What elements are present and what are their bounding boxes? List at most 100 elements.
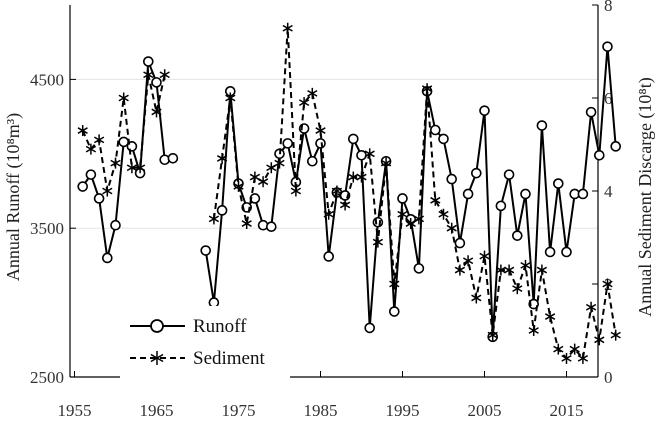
runoff-point <box>347 133 359 145</box>
sediment-point <box>257 176 269 188</box>
y-tick-label: 4500 <box>30 70 64 89</box>
runoff-point <box>520 188 531 200</box>
runoff-point <box>282 138 294 149</box>
runoff-point <box>306 155 318 167</box>
sediment-point <box>159 69 170 81</box>
sediment-point <box>430 194 441 206</box>
sediment-point <box>561 352 572 364</box>
sediment-point <box>512 283 523 295</box>
legend-runoff-label: Runoff <box>193 316 247 337</box>
runoff-point <box>93 193 105 204</box>
runoff-point <box>528 298 540 310</box>
sediment-point <box>553 343 564 355</box>
legend-runoff-marker <box>150 319 164 333</box>
runoff-point <box>208 297 220 308</box>
y2-tick-label: 6 <box>604 89 613 108</box>
sediment-point <box>520 259 531 271</box>
sediment-point <box>331 185 343 197</box>
y2-tick-label: 0 <box>604 368 613 387</box>
sediment-point <box>446 222 457 234</box>
sediment-point <box>249 171 261 183</box>
sediment-point <box>233 180 244 192</box>
sediment-point <box>495 264 507 276</box>
y-tick-label: 3500 <box>30 219 64 238</box>
sediment-point <box>462 255 474 267</box>
sediment-point <box>438 208 449 220</box>
sediment-point <box>307 87 318 99</box>
sediment-point <box>143 69 154 81</box>
sediment-point <box>323 208 334 220</box>
runoff-point <box>429 124 441 136</box>
runoff-point <box>446 173 458 185</box>
runoff-point <box>503 169 515 180</box>
runoff-point <box>536 120 548 131</box>
y-tick-label: 2500 <box>30 368 64 387</box>
legend-sediment-marker <box>150 351 164 365</box>
x-tick-label: 1955 <box>58 401 92 420</box>
x-tick-label: 1985 <box>304 401 338 420</box>
sediment-point <box>339 199 351 211</box>
sediment-point <box>151 106 162 118</box>
runoff-point <box>167 152 179 164</box>
sediment-point <box>380 157 392 169</box>
legend-box <box>120 306 290 380</box>
sediment-point <box>544 311 556 323</box>
runoff-point <box>315 138 326 149</box>
legend-sediment-star <box>150 351 164 365</box>
sediment-point <box>315 125 326 137</box>
sediment-point <box>134 162 146 174</box>
runoff-point <box>602 41 613 52</box>
sediment-point <box>290 185 302 197</box>
sediment-point <box>102 185 113 197</box>
sediment-point <box>77 125 88 137</box>
sediment-point <box>356 171 367 183</box>
runoff-point <box>151 77 162 88</box>
series-sediment <box>77 22 621 364</box>
runoff-point <box>470 167 482 179</box>
sediment-point <box>585 301 597 313</box>
sediment-point <box>241 218 252 230</box>
runoff-point <box>77 181 88 192</box>
runoff-point <box>495 200 507 212</box>
x-tick-label: 1965 <box>140 401 174 420</box>
sediment-point <box>216 152 228 164</box>
series-layer <box>77 22 622 364</box>
sediment-point <box>405 218 416 230</box>
runoff-point <box>544 246 556 258</box>
sediment-point <box>93 134 105 146</box>
y2-axis-title: Annual Sediment Discarge (10⁸t) <box>635 77 656 316</box>
sediment-point <box>85 143 97 155</box>
sediment-point <box>298 97 310 109</box>
runoff-point <box>200 245 211 256</box>
sediment-point <box>577 352 589 364</box>
runoff-point <box>454 237 466 249</box>
y-axis-title: Annual Runoff (10⁸m³) <box>3 113 24 281</box>
sediment-point <box>528 325 539 336</box>
sediment-point <box>110 157 121 169</box>
runoff-point <box>552 178 564 189</box>
runoff-point <box>388 306 400 317</box>
runoff-point <box>577 188 589 200</box>
runoff-point <box>413 263 425 274</box>
runoff-point <box>110 219 121 231</box>
sediment-point <box>364 148 375 160</box>
sediment-point <box>225 92 236 104</box>
sediment-point <box>594 334 605 346</box>
sediment-point <box>282 22 293 34</box>
runoff-point <box>610 141 622 152</box>
sediment-point <box>126 162 138 174</box>
runoff-point <box>585 106 597 118</box>
sediment-point <box>266 162 277 174</box>
runoff-point <box>561 246 572 258</box>
x-tick-label: 1995 <box>386 401 420 420</box>
sediment-point <box>487 329 498 341</box>
runoff-point <box>85 169 97 180</box>
sediment-point <box>454 264 466 276</box>
sediment-point <box>372 236 384 248</box>
runoff-point <box>593 149 605 161</box>
runoff-point <box>143 56 154 67</box>
x-tick-label: 1975 <box>222 401 256 420</box>
series-line-runoff <box>81 46 617 337</box>
sediment-point <box>569 343 580 355</box>
